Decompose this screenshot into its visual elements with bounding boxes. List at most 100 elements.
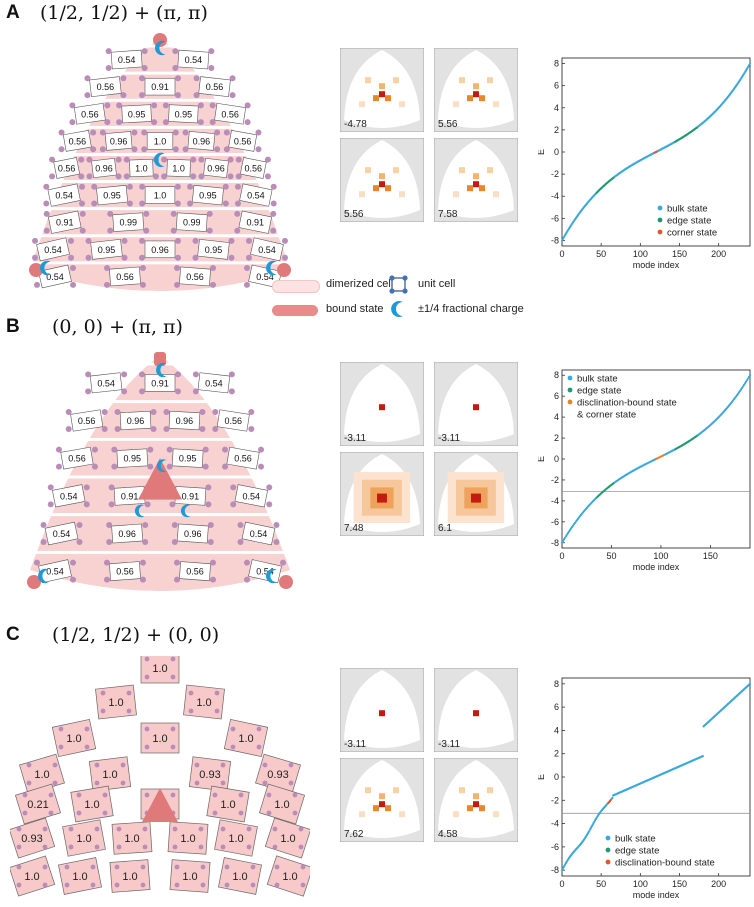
sub-cell — [214, 103, 247, 125]
legend-label: edge state — [577, 386, 621, 397]
lattice-site — [166, 446, 173, 453]
lattice-site — [94, 844, 100, 850]
lattice-site — [266, 810, 272, 816]
lattice-site — [139, 237, 145, 244]
sub-cell — [36, 237, 70, 262]
bound-state-label: bound state — [326, 303, 384, 315]
lattice-site — [198, 156, 205, 163]
mode-energy: -3.11 — [344, 739, 366, 750]
lattice-site — [65, 409, 72, 415]
lattice-site — [174, 882, 180, 888]
y-tick-label: 0 — [554, 454, 559, 464]
x-tick-label: 0 — [559, 249, 564, 259]
sub-cell — [176, 523, 209, 544]
lattice-site — [90, 864, 96, 870]
lattice-site — [192, 388, 199, 395]
lattice-site — [116, 844, 122, 850]
cell-value: 1.0 — [228, 833, 243, 845]
sub-cell — [110, 49, 143, 70]
lattice-site — [174, 281, 180, 288]
lattice-site — [99, 129, 106, 136]
lattice-site — [292, 792, 298, 798]
mode-intensity — [473, 181, 479, 188]
mode-intensity — [453, 191, 459, 198]
unit-cell — [167, 821, 209, 855]
lattice-site — [123, 156, 130, 163]
sub-cell — [216, 409, 250, 432]
legend-marker — [567, 375, 573, 381]
lattice-site — [70, 281, 76, 288]
lattice-site — [163, 426, 170, 432]
mode-intensity — [487, 787, 493, 794]
lattice-site — [141, 146, 148, 153]
lattice-site — [248, 409, 255, 415]
mode-map-lattice — [344, 364, 420, 442]
cell-value: 1.0 — [102, 769, 117, 781]
lattice-site — [207, 539, 214, 545]
lattice-site — [49, 156, 56, 163]
lattice-site — [212, 409, 219, 415]
mode-intensity — [479, 95, 485, 102]
lattice-site — [222, 200, 229, 207]
lattice-site — [161, 156, 168, 163]
cell-value: 0.56 — [186, 272, 204, 282]
lattice-site — [170, 656, 176, 662]
lattice-site — [237, 522, 244, 528]
mode-energy: 7.62 — [344, 829, 364, 840]
lattice-site — [172, 826, 178, 832]
lattice-site — [84, 726, 90, 732]
lattice-site — [68, 826, 74, 832]
cell-value: 1.0 — [34, 769, 49, 781]
unit-cell — [88, 756, 132, 792]
lattice-site — [170, 744, 176, 750]
lattice-site — [214, 690, 220, 696]
lattice-diagram-a: 0.54 0.54 0.56 0.91 0.56 0.56 0.95 0.95 0.56 0.56… — [12, 33, 308, 291]
cell-value: 0.99 — [119, 218, 137, 228]
unit-cell-icon — [389, 275, 408, 294]
y-tick-label: 6 — [554, 81, 559, 91]
mode-intensity — [377, 493, 387, 503]
lattice-site — [22, 810, 28, 816]
sub-cell — [129, 158, 154, 178]
lattice-site — [266, 501, 273, 508]
mode-intensity — [373, 95, 379, 102]
lattice-site — [141, 129, 148, 136]
lattice-site — [34, 281, 40, 288]
mode-intensity — [373, 185, 379, 192]
mode-intensity — [493, 191, 499, 198]
lattice-site — [174, 183, 181, 190]
lattice-site — [94, 826, 100, 832]
lattice-site — [244, 559, 250, 566]
lattice-site — [52, 780, 58, 786]
unit-cell — [109, 859, 151, 893]
lattice-site — [300, 882, 306, 888]
lattice-site — [202, 463, 209, 470]
mode-energy: -3.11 — [438, 739, 460, 750]
cell-value: 0.93 — [21, 833, 42, 845]
mode-intensity — [359, 811, 365, 818]
mode-intensity — [479, 185, 485, 192]
x-tick-label: 100 — [653, 551, 668, 561]
cell-value: 0.93 — [267, 769, 288, 781]
lattice-site — [292, 810, 298, 816]
lattice-site — [42, 844, 48, 850]
mode-intensity — [493, 811, 499, 818]
lattice-site — [230, 744, 236, 750]
y-tick-label: -2 — [551, 795, 559, 805]
lattice-site — [230, 726, 236, 732]
legend-marker — [605, 835, 611, 841]
x-tick-label: 150 — [703, 551, 718, 561]
lattice-site — [84, 744, 90, 750]
mode-intensity — [379, 173, 385, 180]
lattice-site — [194, 762, 200, 768]
sub-cell — [116, 448, 149, 468]
mode-map-lattice — [438, 670, 514, 748]
crescent-moon-icon — [154, 152, 165, 168]
cell-value: 0.91 — [182, 491, 200, 501]
y-tick-label: 4 — [554, 412, 559, 422]
lattice-site — [214, 708, 220, 714]
dimerized-cell-swatch — [272, 280, 320, 293]
sub-cell — [119, 410, 152, 431]
disclination-bound-state — [142, 788, 178, 822]
bound-state — [153, 33, 167, 47]
